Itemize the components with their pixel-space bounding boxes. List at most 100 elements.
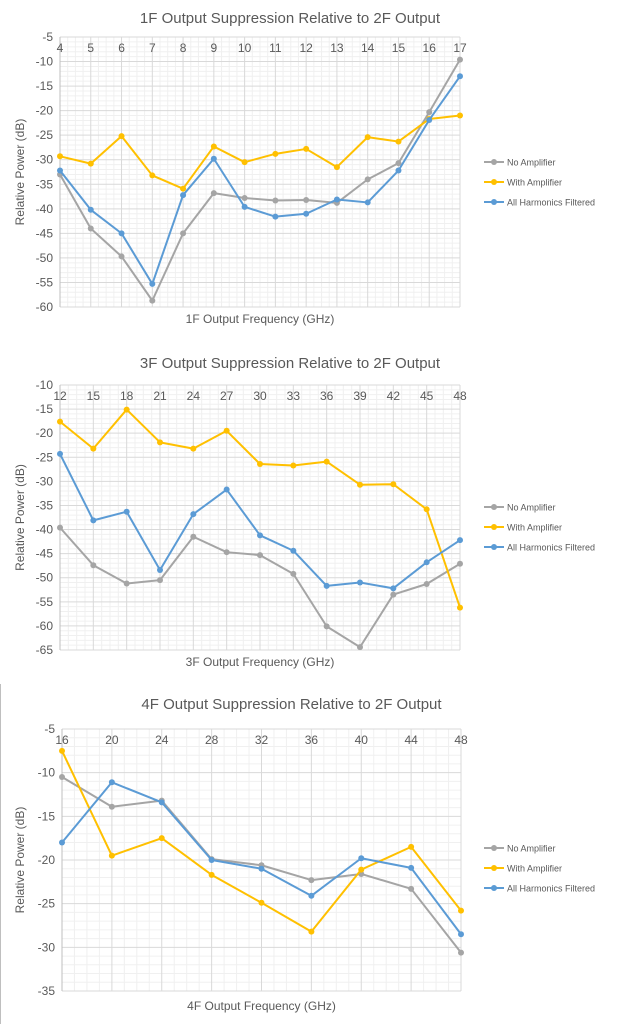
x-tick-label: 8 <box>180 41 187 55</box>
x-tick-label: 21 <box>153 389 167 403</box>
legend-item: No Amplifier <box>484 844 556 854</box>
y-axis-label: Relative Power (dB) <box>13 119 27 226</box>
x-tick-label: 12 <box>53 389 67 403</box>
data-point <box>358 855 365 862</box>
x-tick-labels: 12 15 18 21 24 27 30 33 36 39 42 45 48 <box>53 389 467 403</box>
data-point <box>408 843 415 850</box>
data-point <box>395 167 402 174</box>
y-tick-label: -30 <box>36 153 54 167</box>
y-tick-label: -40 <box>36 523 54 537</box>
data-point <box>180 192 187 199</box>
data-point <box>457 56 463 63</box>
y-tick-label: -65 <box>36 643 54 657</box>
x-tick-label: 16 <box>55 733 69 747</box>
x-tick-label: 16 <box>423 41 437 55</box>
data-point <box>423 559 430 566</box>
data-point <box>57 450 63 457</box>
y-axis-label: Relative Power (dB) <box>13 464 27 571</box>
data-point <box>118 230 125 237</box>
y-tick-label: -10 <box>38 766 56 780</box>
series-line <box>59 114 461 190</box>
data-point <box>157 567 163 574</box>
x-tick-label: 11 <box>269 41 282 55</box>
chart-1f-suppression: -60 -55 -50 -45 -40 -35 -30 -25 -20 -15 -10 -5 4 5 6 7 8… <box>0 0 617 335</box>
legend-marker <box>491 504 497 510</box>
legend-marker <box>491 544 497 550</box>
legend-item: No Amplifier <box>484 158 556 168</box>
data-point <box>157 439 163 446</box>
x-tick-label: 45 <box>420 389 434 403</box>
x-tick-label: 20 <box>105 733 119 747</box>
series-all_filtered <box>59 779 464 938</box>
minor-gridlines <box>60 37 460 307</box>
data-point <box>333 196 340 203</box>
x-axis-label: 3F Output Frequency (GHz) <box>186 655 335 669</box>
y-tick-label: -40 <box>36 202 54 216</box>
data-point <box>323 458 330 465</box>
major-gridlines <box>59 36 461 308</box>
data-point <box>90 517 97 524</box>
chart-3f-suppression: -65 -60 -55 -50 -45 -40 -35 -30 -25 -20 -15 -10 12 15… <box>0 345 617 680</box>
data-point <box>358 866 365 873</box>
series-line <box>59 75 461 285</box>
data-point <box>357 579 363 586</box>
data-point <box>59 774 65 781</box>
data-point <box>357 481 363 488</box>
data-point <box>408 885 415 892</box>
legend-marker <box>491 179 497 185</box>
x-tick-label: 7 <box>149 41 156 55</box>
data-point <box>423 506 430 513</box>
data-point <box>123 580 130 587</box>
data-point <box>390 591 397 598</box>
data-point <box>457 604 463 611</box>
data-point <box>457 537 463 544</box>
y-tick-label: -25 <box>36 450 54 464</box>
y-tick-label: -50 <box>36 251 54 265</box>
data-point <box>118 253 125 260</box>
y-tick-label: -60 <box>36 619 54 633</box>
legend-label: With Amplifier <box>507 178 562 188</box>
y-tick-labels: -60 -55 -50 -45 -40 -35 -30 -25 -20 -15 -10 -5 <box>36 30 54 314</box>
data-point <box>210 190 217 197</box>
data-point <box>157 577 163 584</box>
legend-item: With Amplifier <box>484 864 562 874</box>
legend-marker <box>491 885 497 891</box>
data-point <box>364 134 371 141</box>
legend-marker <box>491 524 497 530</box>
data-point <box>210 155 217 162</box>
x-tick-label: 9 <box>211 41 218 55</box>
data-point <box>123 508 130 515</box>
data-point <box>308 928 315 935</box>
data-point <box>458 907 464 914</box>
x-tick-label: 42 <box>387 389 401 403</box>
data-point <box>257 461 263 468</box>
x-tick-label: 18 <box>120 389 134 403</box>
x-axis-label: 4F Output Frequency (GHz) <box>187 999 336 1013</box>
legend: No Amplifier With Amplifier All Harmonics … <box>484 158 595 208</box>
data-point <box>426 109 433 116</box>
data-point <box>108 852 115 859</box>
y-tick-labels: -65 -60 -55 -50 -45 -40 -35 -30 -25 -20 -15 -10 <box>36 378 54 657</box>
x-tick-label: 15 <box>87 389 101 403</box>
data-point <box>118 133 125 140</box>
data-point <box>303 196 310 203</box>
y-tick-labels: -35 -30 -25 -20 -15 -10 -5 <box>38 722 56 998</box>
legend-label: All Harmonics Filtered <box>507 198 595 208</box>
data-point <box>257 552 263 559</box>
y-tick-label: -50 <box>36 571 54 585</box>
chart-1f-svg: -60 -55 -50 -45 -40 -35 -30 -25 -20 -15 -10 -5 4 5 6 7 8… <box>13 10 595 326</box>
y-axis-label: Relative Power (dB) <box>13 807 27 914</box>
legend-label: No Amplifier <box>507 844 556 854</box>
y-tick-label: -55 <box>36 275 54 289</box>
data-point <box>364 199 371 206</box>
series-no_amp <box>57 56 463 304</box>
x-tick-labels: 16 20 24 28 32 36 40 44 48 <box>55 733 468 747</box>
legend-label: All Harmonics Filtered <box>507 884 595 894</box>
data-point <box>210 143 217 150</box>
y-tick-label: -60 <box>36 300 54 314</box>
data-point <box>180 230 187 237</box>
series-no_amp <box>57 524 463 651</box>
data-point <box>272 213 279 220</box>
series-with_amp <box>57 112 463 192</box>
data-point <box>408 864 415 871</box>
